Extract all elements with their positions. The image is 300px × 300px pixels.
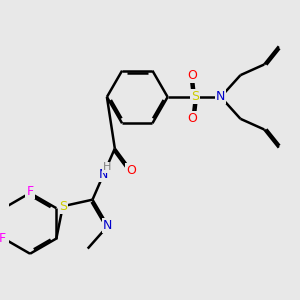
Text: N: N — [216, 91, 225, 103]
Text: N: N — [103, 219, 112, 232]
Text: N: N — [99, 168, 108, 181]
Text: F: F — [26, 185, 34, 198]
Text: F: F — [0, 232, 6, 245]
Text: H: H — [103, 162, 112, 172]
Text: O: O — [188, 69, 197, 82]
Text: S: S — [59, 200, 67, 213]
Text: O: O — [188, 112, 197, 125]
Text: O: O — [126, 164, 136, 177]
Text: S: S — [191, 91, 199, 103]
